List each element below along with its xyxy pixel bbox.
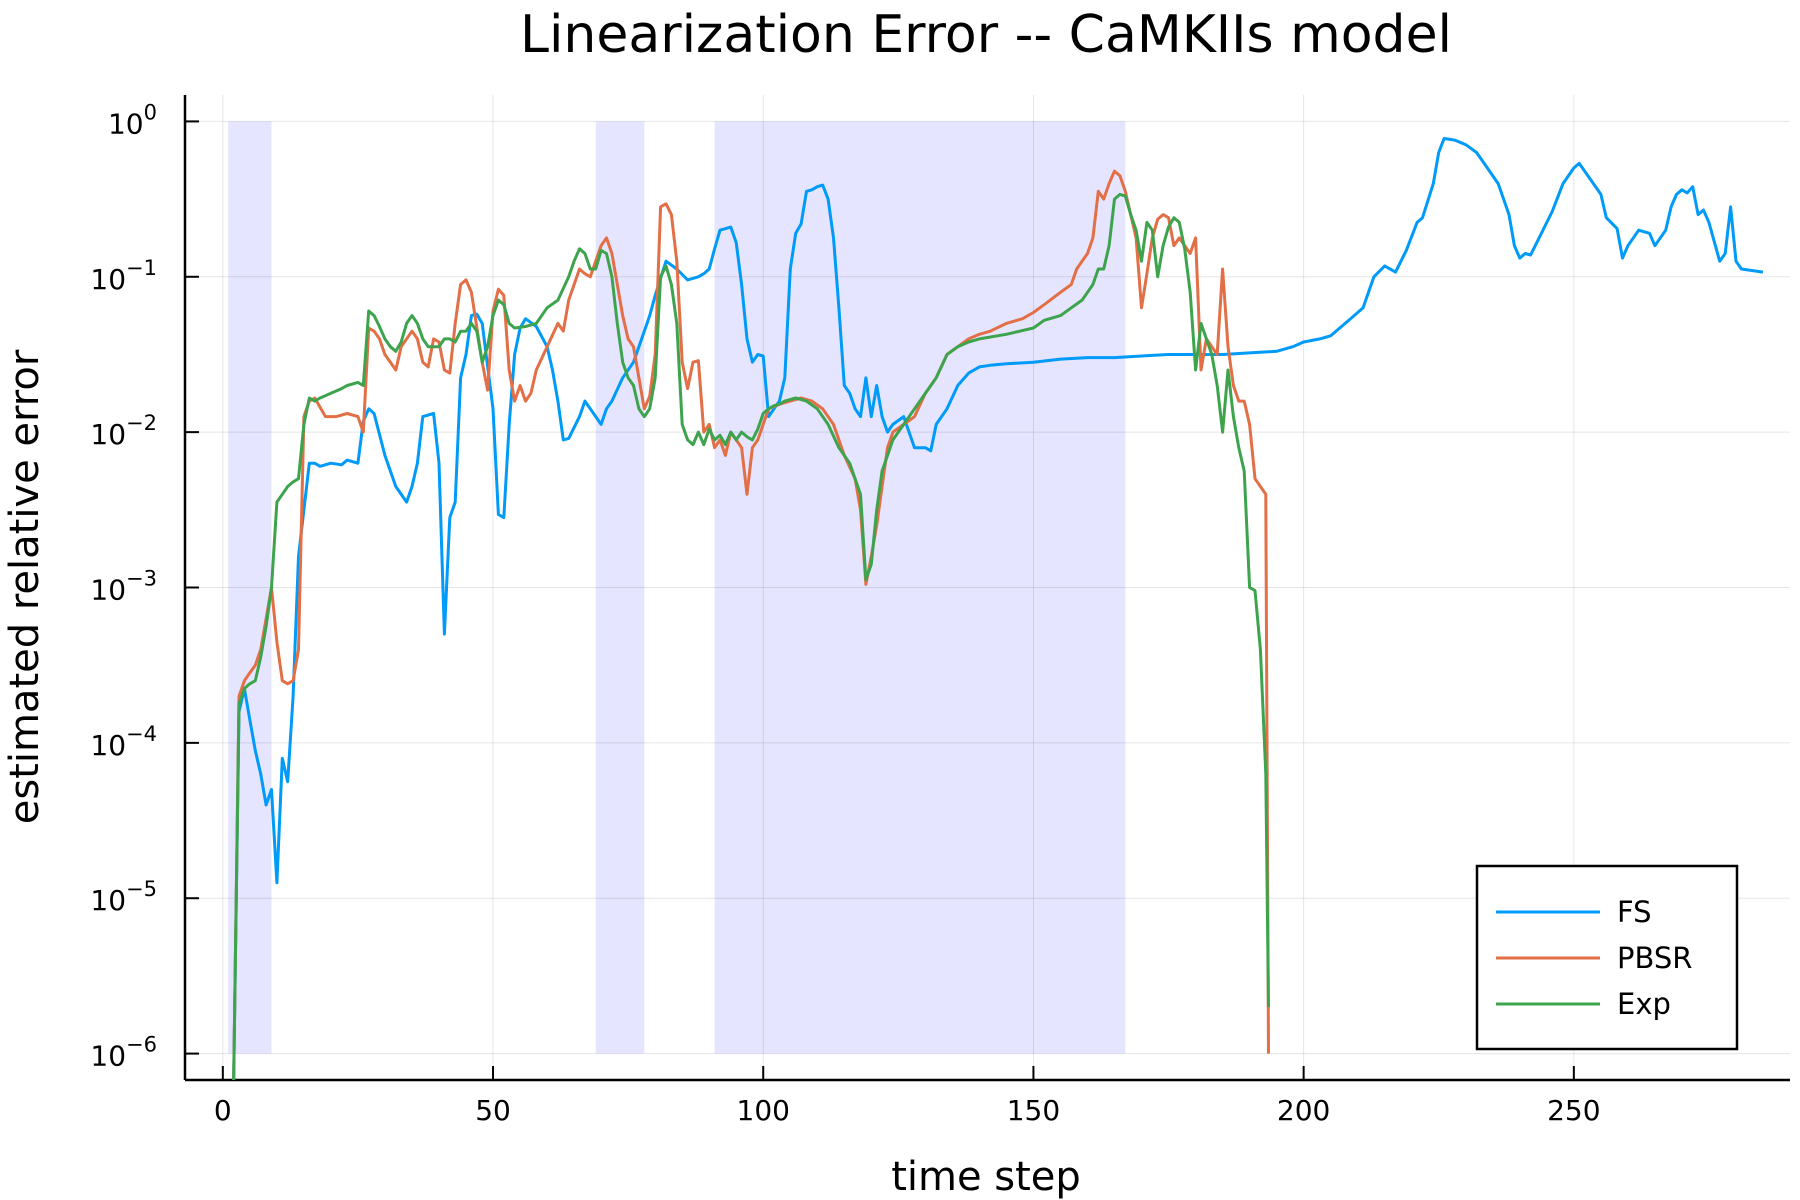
x-axis-label: time step (891, 1154, 1081, 1200)
x-tick-label: 100 (737, 1094, 790, 1127)
y-tick-label: 10−3 (90, 567, 157, 607)
y-tick-label: 10−5 (90, 877, 157, 917)
y-axis-ticks: 100 10−1 10−2 10−3 10−4 10−5 10−6 (90, 100, 199, 1073)
series-line-exp (232, 192, 1270, 1080)
x-tick-label: 0 (214, 1094, 232, 1127)
y-tick-label: 10−6 (90, 1033, 157, 1073)
shaded-regions (228, 121, 1126, 1054)
series-lines (232, 137, 1764, 1080)
chart-title: Linearization Error -- CaMKIIs model (520, 5, 1452, 65)
x-tick-label: 200 (1277, 1094, 1330, 1127)
x-tick-label: 150 (1007, 1094, 1060, 1127)
series-line-pbsr (232, 169, 1270, 1080)
series-line-fs (232, 137, 1764, 1080)
x-tick-label: 50 (475, 1094, 511, 1127)
y-tick-label: 100 (108, 100, 157, 140)
grid-lines (185, 95, 1790, 1080)
y-tick-label: 10−4 (90, 722, 157, 762)
y-tick-label: 10−2 (90, 411, 157, 451)
legend-label-fs: FS (1617, 895, 1652, 929)
x-axis-ticks: 0 50 100 150 200 250 (214, 1066, 1601, 1127)
legend-label-exp: Exp (1617, 987, 1671, 1021)
shaded-region-1 (595, 121, 645, 1054)
legend: FS PBSR Exp (1475, 864, 1739, 1051)
y-axis-label: estimated relative error (2, 349, 48, 824)
shaded-region-2 (714, 121, 1126, 1054)
y-tick-label: 10−1 (90, 256, 157, 296)
x-tick-label: 250 (1547, 1094, 1600, 1127)
legend-label-pbsr: PBSR (1617, 941, 1692, 975)
